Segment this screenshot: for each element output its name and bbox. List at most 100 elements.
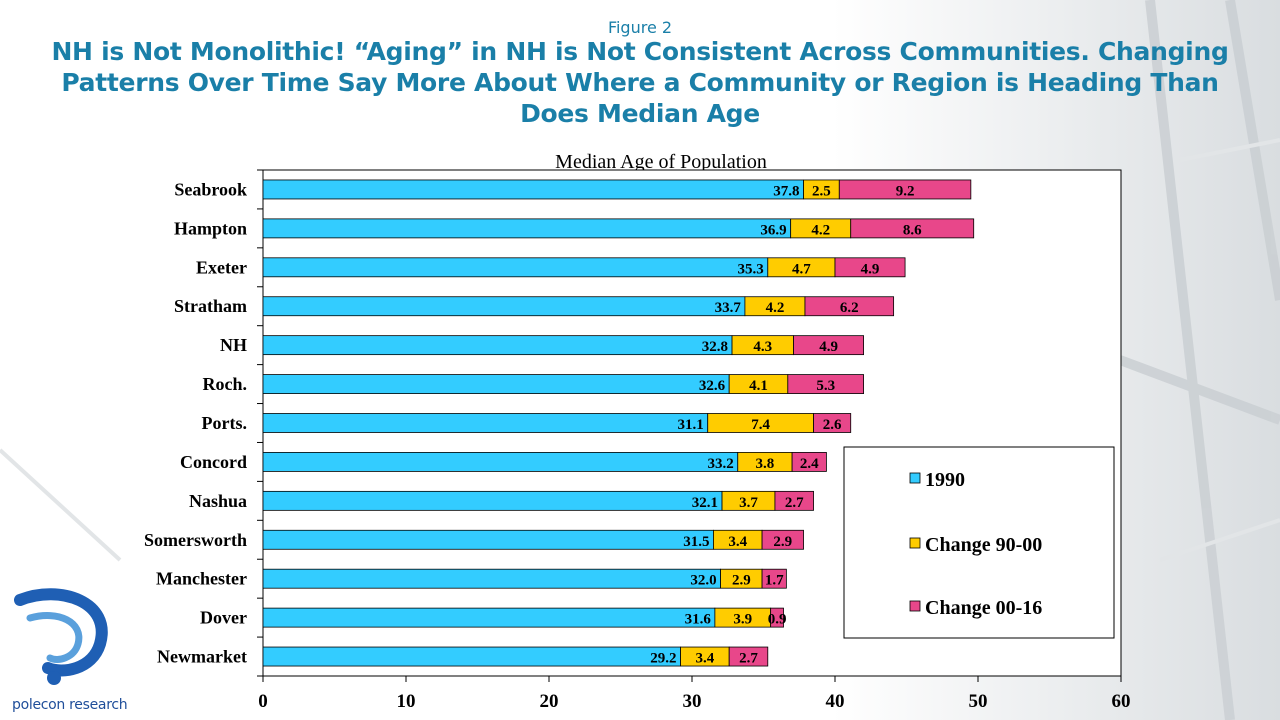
data-label: 9.2: [896, 183, 915, 199]
y-tick-label: Seabrook: [174, 179, 247, 199]
chart-title: Median Age of Population: [555, 151, 767, 173]
bar-segment: [850, 218, 975, 239]
bar-segment: [813, 413, 852, 433]
data-label: 2.6: [823, 417, 842, 433]
data-label: 31.6: [685, 612, 712, 628]
legend-label: Change 90-00: [925, 534, 1042, 556]
data-label: 2.9: [773, 534, 792, 550]
bar-segment: [262, 218, 792, 239]
bar-segment: [262, 490, 723, 511]
data-label: 0.9: [768, 612, 787, 628]
data-label: 2.7: [739, 651, 758, 667]
bar-segment: [793, 335, 865, 356]
bar-segment: [262, 452, 739, 472]
logo-text: polecon research: [12, 697, 128, 713]
bar-segment: [770, 607, 784, 628]
data-label: 32.8: [702, 339, 728, 355]
legend-label: 1990: [925, 469, 965, 491]
data-label: 4.7: [792, 261, 811, 277]
data-label: 6.2: [840, 300, 859, 316]
y-tick-label: Hampton: [174, 218, 247, 238]
bar-segment: [728, 646, 769, 667]
data-label: 4.2: [766, 300, 785, 316]
data-label: 3.4: [695, 651, 714, 667]
data-label: 36.9: [760, 222, 786, 238]
data-label: 4.1: [749, 378, 768, 394]
data-label: 33.2: [708, 456, 734, 472]
data-label: 2.7: [785, 495, 804, 511]
y-tick-label: Exeter: [196, 257, 247, 277]
y-tick-label: Stratham: [174, 296, 247, 316]
data-label: 32.1: [692, 495, 718, 511]
data-label: 8.6: [903, 222, 922, 238]
data-label: 2.9: [732, 573, 751, 589]
legend-box: [843, 446, 1115, 639]
data-label: 33.7: [715, 300, 742, 316]
bar-segment: [262, 296, 746, 317]
bar-segment: [774, 490, 814, 511]
y-tick-label: Ports.: [202, 413, 247, 433]
data-label: 37.8: [773, 183, 799, 199]
x-tick-label: 30: [683, 691, 702, 712]
bar-segment: [262, 257, 769, 278]
data-label: 1.7: [765, 573, 784, 589]
bar-segment: [262, 374, 730, 394]
bar-segment: [761, 529, 804, 550]
bar-segment: [262, 413, 709, 433]
slide-title-line-3: Does Median Age: [520, 99, 760, 128]
data-label: 4.2: [811, 222, 830, 238]
data-label: 31.1: [677, 417, 703, 433]
bar-segment: [262, 179, 804, 200]
x-tick-label: 40: [826, 691, 845, 712]
polecon-logo: [0, 582, 128, 720]
legend-swatch: [909, 537, 921, 549]
data-label: 4.3: [753, 339, 772, 355]
bar-segment: [262, 529, 714, 550]
y-tick-label: Newmarket: [157, 647, 247, 667]
y-tick-label: Manchester: [156, 569, 247, 589]
y-tick-label: Concord: [180, 452, 247, 472]
x-tick-label: 60: [1112, 691, 1131, 712]
y-tick-label: Dover: [200, 608, 247, 628]
data-label: 32.6: [699, 378, 726, 394]
data-label: 7.4: [751, 417, 770, 433]
data-label: 29.2: [650, 651, 676, 667]
data-label: 3.9: [733, 612, 752, 628]
bar-segment: [804, 296, 895, 317]
data-label: 3.7: [739, 495, 758, 511]
legend-swatch: [909, 472, 921, 484]
data-label: 2.5: [812, 183, 831, 199]
y-tick-label: Nashua: [189, 491, 247, 511]
legend-swatch: [909, 600, 921, 612]
legend-label: Change 00-16: [925, 597, 1042, 619]
data-label: 2.4: [800, 456, 819, 472]
data-label: 5.3: [816, 378, 835, 394]
slide-title: NH is Not Monolithic! “Aging” in NH is N…: [40, 36, 1240, 129]
bar-segment: [791, 452, 827, 472]
y-tick-label: NH: [220, 335, 247, 355]
data-label: 4.9: [861, 261, 880, 277]
x-tick-label: 10: [397, 691, 416, 712]
bar-segment: [838, 179, 972, 200]
bar-segment: [262, 568, 722, 589]
data-label: 3.8: [756, 456, 775, 472]
data-label: 35.3: [738, 261, 764, 277]
data-label: 4.9: [819, 339, 838, 355]
figure-label: Figure 2: [607, 18, 673, 37]
x-tick-label: 50: [969, 691, 988, 712]
x-tick-label: 0: [258, 691, 268, 712]
data-label: 32.0: [690, 573, 716, 589]
data-label: 3.4: [728, 534, 747, 550]
slide-title-line-1: NH is Not Monolithic! “Aging” in NH is N…: [51, 37, 1229, 66]
bar-segment: [262, 646, 681, 667]
bar-segment: [262, 335, 733, 356]
x-tick-label: 20: [540, 691, 559, 712]
slide-title-line-2: Patterns Over Time Say More About Where …: [61, 68, 1219, 97]
bar-segment: [834, 257, 906, 278]
y-tick-label: Somersworth: [144, 530, 247, 550]
y-tick-label: Roch.: [203, 374, 248, 394]
bar-segment: [262, 607, 716, 628]
data-label: 31.5: [683, 534, 709, 550]
bar-segment: [761, 568, 787, 589]
